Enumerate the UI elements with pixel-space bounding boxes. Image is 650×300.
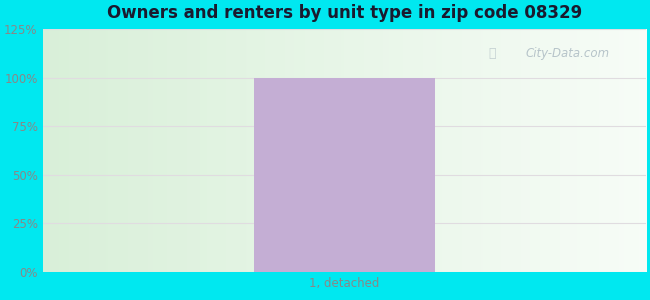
Bar bbox=[254, 78, 435, 272]
Text: ⧗: ⧗ bbox=[488, 47, 496, 60]
Title: Owners and renters by unit type in zip code 08329: Owners and renters by unit type in zip c… bbox=[107, 4, 582, 22]
Text: City-Data.com: City-Data.com bbox=[525, 47, 609, 60]
